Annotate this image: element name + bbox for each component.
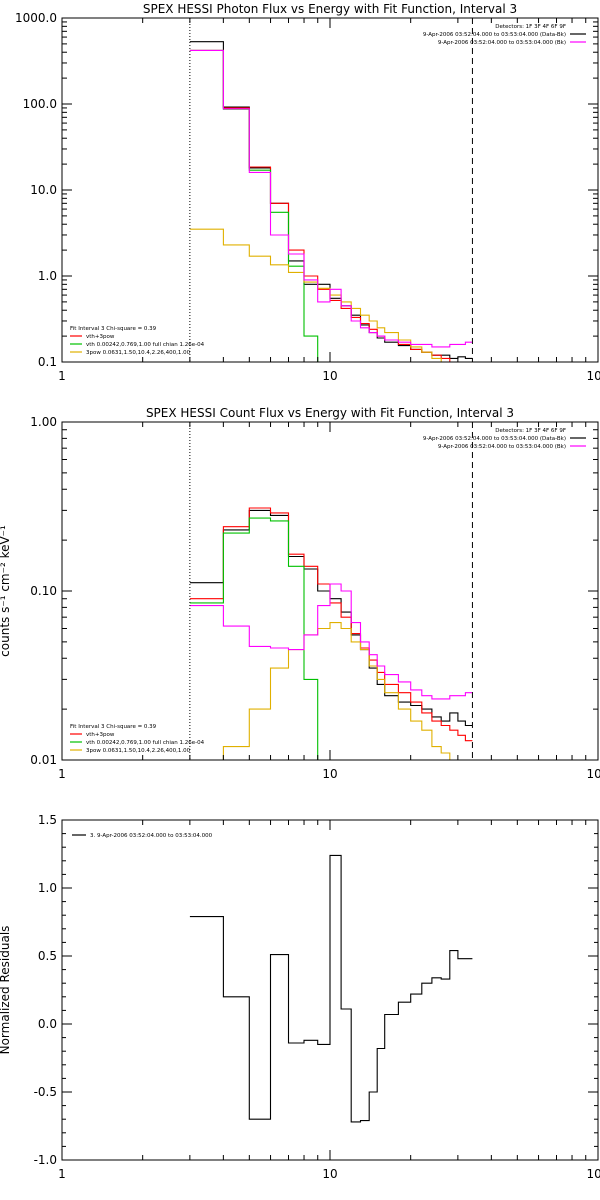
x-tick-label: 10 bbox=[322, 1167, 337, 1181]
series-3pow bbox=[189, 228, 451, 362]
y-axis-label: counts s⁻¹ cm⁻² keV⁻¹ bbox=[0, 525, 12, 657]
x-tick-label: 100 bbox=[587, 767, 600, 781]
legend-label: 3. 9-Apr-2006 03:52:04.000 to 03:53:04.0… bbox=[90, 833, 213, 839]
x-tick-label: 1 bbox=[58, 369, 66, 383]
series-3-9-apr-2006-03-52-04-000-to-03-53-04-000 bbox=[189, 854, 473, 1123]
y-tick-label: 100.0 bbox=[23, 97, 57, 111]
fit-info-line: 3pow 0.0631,1.50,10.4,2.26,400,1.00 bbox=[86, 748, 191, 754]
x-tick-label: 10 bbox=[322, 369, 337, 383]
fit-info-line: vth+3pow bbox=[86, 732, 115, 738]
header-line: 9-Apr-2006 03:52:04.000 to 03:53:04.000 … bbox=[438, 444, 566, 450]
chart-panel-2: SPEX HESSI Count Flux vs Energy with Fit… bbox=[0, 406, 600, 781]
header-line: 9-Apr-2006 03:52:04.000 to 03:53:04.000 … bbox=[423, 436, 566, 442]
y-axis-label: Normalized Residuals bbox=[0, 926, 12, 1055]
y-tick-label: 1000.0 bbox=[15, 11, 57, 25]
chart-title: SPEX HESSI Count Flux vs Energy with Fit… bbox=[146, 406, 514, 420]
header-line: Detectors: 1F 3F 4F 6F 9F bbox=[495, 24, 566, 30]
fit-info-line: vth 0.00242,0.769,1.00 full chian 1.26e-… bbox=[86, 342, 205, 348]
series-data-bk bbox=[189, 509, 473, 727]
y-tick-label: 10.0 bbox=[30, 183, 57, 197]
x-tick-label: 1 bbox=[58, 1167, 66, 1181]
x-tick-label: 10 bbox=[322, 767, 337, 781]
y-tick-label: 1.0 bbox=[38, 269, 57, 283]
series-bk bbox=[189, 49, 473, 348]
y-tick-label: 1.00 bbox=[30, 415, 57, 429]
series-vth bbox=[189, 517, 319, 760]
series-3pow bbox=[222, 622, 451, 760]
fit-info-line: Fit Interval 3 Chi-square = 0.39 bbox=[70, 724, 157, 730]
header-line: 9-Apr-2006 03:52:04.000 to 03:53:04.000 … bbox=[423, 32, 566, 38]
y-tick-label: 0.01 bbox=[30, 753, 57, 767]
y-tick-label: -1.0 bbox=[34, 1153, 57, 1167]
y-tick-label: 1.0 bbox=[38, 881, 57, 895]
y-tick-label: 0.10 bbox=[30, 584, 57, 598]
x-tick-label: 100 bbox=[587, 1167, 600, 1181]
header-line: Detectors: 1F 3F 4F 6F 9F bbox=[495, 428, 566, 434]
y-tick-label: 0.1 bbox=[38, 355, 57, 369]
plot-area bbox=[189, 41, 473, 362]
plot-area bbox=[189, 507, 473, 760]
series-vth bbox=[189, 49, 319, 362]
y-tick-label: -0.5 bbox=[34, 1085, 57, 1099]
series-vth-3pow bbox=[189, 49, 459, 362]
plot-area bbox=[189, 854, 473, 1123]
chart-panel-3: Normalized Residuals 1 10 100 -1.0 -0.5 0.0 0.5… bbox=[0, 813, 600, 1181]
chart-title: SPEX HESSI Photon Flux vs Energy with Fi… bbox=[143, 2, 517, 16]
axes-frame bbox=[61, 17, 599, 363]
y-tick-label: 0.0 bbox=[38, 1017, 57, 1031]
x-tick-label: 100 bbox=[587, 369, 600, 383]
y-tick-label: 0.5 bbox=[38, 949, 57, 963]
series-data-bk bbox=[189, 41, 473, 359]
fit-info-line: Fit Interval 3 Chi-square = 0.39 bbox=[70, 326, 157, 332]
fit-info-line: vth 0.00242,0.769,1.00 full chian 1.26e-… bbox=[86, 740, 205, 746]
series-bk bbox=[189, 583, 473, 700]
header-line: 9-Apr-2006 03:52:04.000 to 03:53:04.000 … bbox=[438, 40, 566, 46]
chart-panel-1: SPEX HESSI Photon Flux vs Energy with Fi… bbox=[15, 2, 600, 383]
series-vth-3pow bbox=[189, 507, 473, 742]
fit-info-line: vth+3pow bbox=[86, 334, 115, 340]
y-tick-label: 1.5 bbox=[38, 813, 57, 827]
fit-info-line: 3pow 0.0631,1.50,10.4,2.26,400,1.00 bbox=[86, 350, 191, 356]
x-tick-label: 1 bbox=[58, 767, 66, 781]
